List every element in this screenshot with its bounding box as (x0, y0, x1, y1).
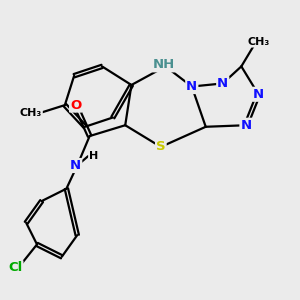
Text: S: S (156, 140, 166, 153)
Text: N: N (186, 80, 197, 93)
Text: H: H (89, 151, 98, 160)
Text: O: O (70, 99, 81, 112)
Text: CH₃: CH₃ (247, 37, 269, 46)
Text: NH: NH (153, 58, 175, 71)
Text: Cl: Cl (8, 261, 22, 274)
Text: N: N (217, 77, 228, 90)
Text: N: N (70, 159, 81, 172)
Text: CH₃: CH₃ (20, 108, 42, 118)
Text: N: N (240, 119, 251, 132)
Text: N: N (253, 88, 264, 101)
